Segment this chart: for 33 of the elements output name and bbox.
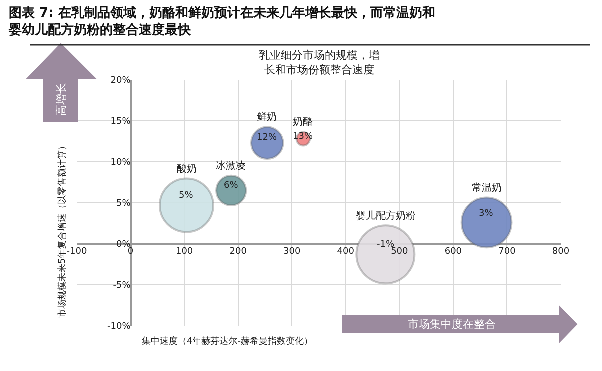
x-tick-label: 500 xyxy=(391,247,409,257)
y-tick-label: 10% xyxy=(110,158,132,168)
data-label: 6% xyxy=(224,181,239,191)
x-tick-label: 200 xyxy=(230,247,248,257)
x-tick-label: 800 xyxy=(552,247,570,257)
annotation: 市场集中度在整合 xyxy=(408,318,496,331)
series-label: 冰激凌 xyxy=(216,160,246,172)
data-label: 3% xyxy=(479,209,494,219)
x-tick-label: 0 xyxy=(128,247,134,257)
x-tick-label: 700 xyxy=(498,247,516,257)
y-tick-label: 5% xyxy=(116,199,132,210)
series-label: 奶酪 xyxy=(293,116,313,128)
y-tick-label: -5% xyxy=(113,281,132,292)
data-label: 12% xyxy=(257,133,278,143)
text: 高增长 xyxy=(55,83,68,116)
x-tick-label: -100 xyxy=(66,247,88,257)
x-tick-label: 100 xyxy=(176,247,194,257)
y-tick-label: 20% xyxy=(110,76,132,86)
series-label: 酸奶 xyxy=(177,163,197,175)
chart-subtitle: 乳业细分市场的规模，增长和市场份额整合速度 xyxy=(259,49,380,76)
y-axis-title: 市场规模未来5年复合增速（以零售额计算） xyxy=(57,141,68,318)
x-tick-label: 300 xyxy=(284,247,301,257)
y-tick-label: 15% xyxy=(110,117,132,128)
y-tick-label: -10% xyxy=(108,322,132,332)
x-axis-title: 集中速度（4年赫芬达尔-赫希曼指数变化） xyxy=(142,336,313,347)
series-label: 婴儿配方奶粉 xyxy=(356,210,416,222)
data-label: 5% xyxy=(179,191,194,201)
series-label: 鲜奶 xyxy=(257,111,277,123)
x-tick-label: 400 xyxy=(337,247,355,257)
chart-title: 图表 7: 在乳制品领域，奶酪和鲜奶预计在未来几年增长最快，而常温奶和婴幼儿配方奶粉的整合速度最快 xyxy=(8,5,436,38)
data-label: 13% xyxy=(293,132,314,142)
series-label: 常温奶 xyxy=(472,182,502,194)
x-tick-label: 600 xyxy=(444,247,462,257)
